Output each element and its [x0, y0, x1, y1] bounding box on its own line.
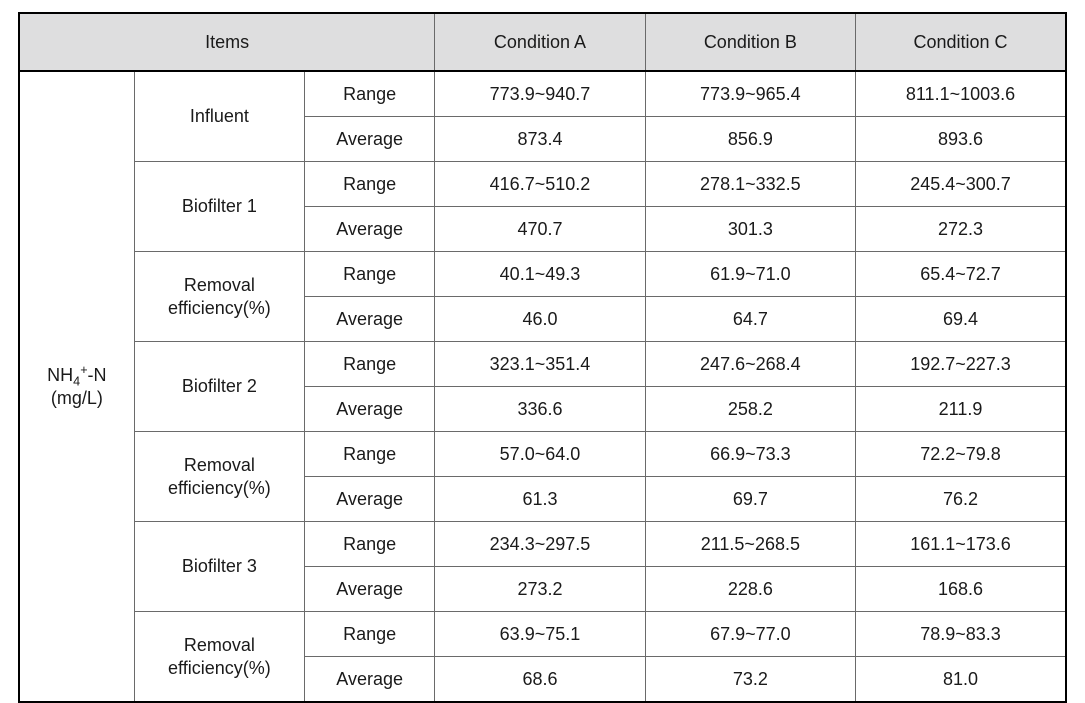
cell: 211.5~268.5: [645, 522, 855, 567]
group-label: Removalefficiency(%): [134, 612, 304, 703]
cell: 856.9: [645, 117, 855, 162]
header-row: Items Condition A Condition B Condition …: [19, 13, 1066, 71]
cell: 301.3: [645, 207, 855, 252]
metric-range: Range: [305, 522, 435, 567]
cell: 470.7: [435, 207, 645, 252]
cell: 228.6: [645, 567, 855, 612]
group-label: Removalefficiency(%): [134, 432, 304, 522]
cell: 416.7~510.2: [435, 162, 645, 207]
header-cond-b: Condition B: [645, 13, 855, 71]
table-row: Biofilter 3 Range 234.3~297.5 211.5~268.…: [19, 522, 1066, 567]
cell: 873.4: [435, 117, 645, 162]
cell: 893.6: [856, 117, 1066, 162]
header-items: Items: [19, 13, 435, 71]
header-cond-c: Condition C: [856, 13, 1066, 71]
metric-range: Range: [305, 342, 435, 387]
cell: 57.0~64.0: [435, 432, 645, 477]
table-row: Biofilter 1 Range 416.7~510.2 278.1~332.…: [19, 162, 1066, 207]
cell: 258.2: [645, 387, 855, 432]
cell: 73.2: [645, 657, 855, 703]
cell: 773.9~965.4: [645, 71, 855, 117]
table-row: Removalefficiency(%) Range 40.1~49.3 61.…: [19, 252, 1066, 297]
cell: 68.6: [435, 657, 645, 703]
cell: 63.9~75.1: [435, 612, 645, 657]
metric-range: Range: [305, 252, 435, 297]
cell: 66.9~73.3: [645, 432, 855, 477]
cell: 76.2: [856, 477, 1066, 522]
cell: 211.9: [856, 387, 1066, 432]
cell: 67.9~77.0: [645, 612, 855, 657]
param-label: NH4+-N(mg/L): [19, 71, 134, 702]
cell: 272.3: [856, 207, 1066, 252]
cell: 773.9~940.7: [435, 71, 645, 117]
cell: 273.2: [435, 567, 645, 612]
metric-range: Range: [305, 162, 435, 207]
cell: 234.3~297.5: [435, 522, 645, 567]
cell: 46.0: [435, 297, 645, 342]
cell: 168.6: [856, 567, 1066, 612]
cell: 323.1~351.4: [435, 342, 645, 387]
group-label: Influent: [134, 71, 304, 162]
cell: 81.0: [856, 657, 1066, 703]
metric-average: Average: [305, 207, 435, 252]
cell: 78.9~83.3: [856, 612, 1066, 657]
biofilter-table: Items Condition A Condition B Condition …: [18, 12, 1067, 703]
metric-range: Range: [305, 612, 435, 657]
table-body: NH4+-N(mg/L) Influent Range 773.9~940.7 …: [19, 71, 1066, 702]
cell: 278.1~332.5: [645, 162, 855, 207]
cell: 69.7: [645, 477, 855, 522]
metric-average: Average: [305, 387, 435, 432]
cell: 40.1~49.3: [435, 252, 645, 297]
table-row: Removalefficiency(%) Range 57.0~64.0 66.…: [19, 432, 1066, 477]
header-cond-a: Condition A: [435, 13, 645, 71]
metric-average: Average: [305, 117, 435, 162]
metric-range: Range: [305, 71, 435, 117]
group-label: Removalefficiency(%): [134, 252, 304, 342]
group-label: Biofilter 3: [134, 522, 304, 612]
metric-average: Average: [305, 477, 435, 522]
table-row: Biofilter 2 Range 323.1~351.4 247.6~268.…: [19, 342, 1066, 387]
table-row: NH4+-N(mg/L) Influent Range 773.9~940.7 …: [19, 71, 1066, 117]
cell: 72.2~79.8: [856, 432, 1066, 477]
cell: 245.4~300.7: [856, 162, 1066, 207]
metric-average: Average: [305, 297, 435, 342]
cell: 336.6: [435, 387, 645, 432]
group-label: Biofilter 2: [134, 342, 304, 432]
cell: 811.1~1003.6: [856, 71, 1066, 117]
cell: 69.4: [856, 297, 1066, 342]
metric-range: Range: [305, 432, 435, 477]
cell: 61.9~71.0: [645, 252, 855, 297]
cell: 61.3: [435, 477, 645, 522]
cell: 247.6~268.4: [645, 342, 855, 387]
metric-average: Average: [305, 567, 435, 612]
table-row: Removalefficiency(%) Range 63.9~75.1 67.…: [19, 612, 1066, 657]
cell: 192.7~227.3: [856, 342, 1066, 387]
cell: 65.4~72.7: [856, 252, 1066, 297]
group-label: Biofilter 1: [134, 162, 304, 252]
metric-average: Average: [305, 657, 435, 703]
cell: 161.1~173.6: [856, 522, 1066, 567]
cell: 64.7: [645, 297, 855, 342]
